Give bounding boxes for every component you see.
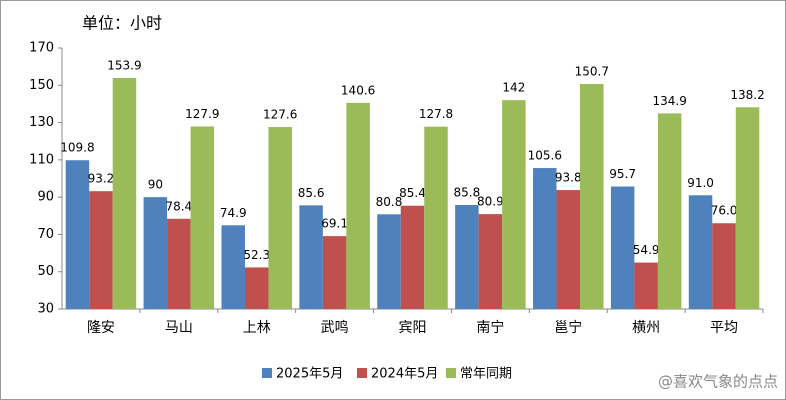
y-tick-label: 90 [37,190,54,205]
bar [221,225,245,309]
value-label: 150.7 [575,64,609,78]
x-tick-label: 上林 [243,320,271,336]
value-label: 78.4 [165,199,192,213]
bar [455,204,479,309]
value-label: 69.1 [321,217,348,231]
legend-label: 常年同期 [460,367,512,382]
watermark: @喜欢气象的点点 [658,373,778,391]
value-label: 74.9 [220,206,247,220]
bar [502,100,526,309]
value-label: 93.8 [555,171,582,185]
value-label: 127.6 [263,108,297,122]
y-tick-label: 70 [37,227,54,242]
bar [424,126,448,310]
bar [322,236,347,309]
value-label: 85.4 [399,186,426,200]
value-label: 127.9 [185,107,219,121]
y-tick-label: 50 [37,264,54,279]
y-tick-label: 30 [37,302,54,317]
bar [89,191,113,309]
bar [112,78,137,309]
value-label: 153.9 [107,59,141,73]
bar [65,160,90,309]
bar [533,168,557,309]
bar [346,102,370,309]
value-label: 140.6 [341,83,375,97]
value-label: 76.0 [711,204,738,218]
unit-annotation: 单位：小时 [82,14,162,33]
value-label: 52.3 [243,248,270,262]
bar [735,107,760,309]
bar [377,214,401,309]
value-label: 91.0 [687,176,714,190]
value-label: 105.6 [528,149,562,163]
bar [610,186,635,309]
value-label: 85.8 [454,185,481,199]
bar [712,223,736,309]
value-label: 127.8 [419,107,453,121]
bar [580,83,604,309]
value-label: 95.7 [609,167,636,181]
value-label: 109.8 [60,141,94,155]
bar [478,214,503,309]
x-tick-label: 邕宁 [554,319,582,336]
value-label: 80.8 [376,195,403,209]
bar [244,267,269,309]
x-tick-label: 南宁 [476,319,504,336]
bar [657,113,682,309]
y-tick-label: 170 [29,41,54,56]
legend-label: 2025年5月 [276,367,343,382]
y-tick-label: 150 [29,78,54,93]
bar [167,218,191,309]
x-tick-label: 平均 [710,320,738,336]
bar [400,205,425,309]
y-tick-label: 110 [29,152,54,167]
legend-swatch [262,368,272,378]
x-tick-label: 马山 [165,320,193,336]
y-tick-label: 130 [29,115,54,130]
bar [688,195,713,309]
bar [268,127,292,309]
value-label: 80.9 [477,195,504,209]
x-tick-label: 宾阳 [399,320,427,336]
legend-label: 2024年5月 [371,367,438,382]
value-label: 85.6 [298,186,325,200]
value-label: 134.9 [652,94,686,108]
bar [190,126,215,310]
value-label: 142 [502,81,525,95]
bar [556,190,581,309]
value-label: 138.2 [730,88,764,102]
x-tick-label: 武鸣 [321,319,349,336]
bar [143,197,168,309]
legend-swatch [446,368,456,378]
value-label: 90 [148,178,163,192]
value-label: 54.9 [633,243,660,257]
bar [634,262,658,309]
x-tick-label: 隆安 [87,320,115,336]
value-label: 93.2 [88,172,115,186]
legend-swatch [357,368,367,378]
bar [299,205,323,309]
x-tick-label: 横州 [632,320,660,336]
